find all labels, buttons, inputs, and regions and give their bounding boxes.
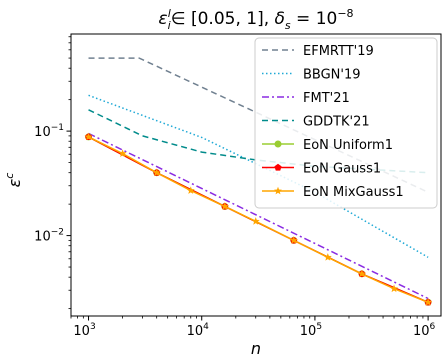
legend-item-efmrtt-19: EFMRTT'19 [262, 44, 374, 59]
legend-item-gddtk-21: GDDTK'21 [262, 115, 370, 130]
legend-item-eon-gauss1: EoN Gauss1 [262, 162, 381, 177]
legend: EFMRTT'19 BBGN'19 FMT'21 GDDTK'21 EoN Unifor… [254, 37, 438, 209]
y-label-epsilon: ε [5, 178, 24, 187]
chart-title: εil∈ [0.05, 1], δs = 10−8 [158, 7, 353, 32]
legend-item-bbgn-19: BBGN'19 [262, 68, 361, 83]
y-tick-base: 10 [34, 230, 51, 245]
data-point-eon-mixgauss1 [118, 149, 127, 157]
x-tick-label: 104 [187, 322, 210, 339]
series-line-fmt-21 [88, 132, 429, 300]
title-sub-i: i [168, 19, 171, 32]
legend-label-eon-mixgauss1: EoN MixGauss1 [303, 185, 404, 200]
x-tick-label: 103 [73, 322, 95, 339]
x-tick-base: 10 [413, 324, 430, 339]
title-epsilon: ε [158, 9, 167, 29]
series-bbgn-19 [88, 94, 429, 258]
data-point-eon-mixgauss1 [390, 284, 399, 293]
legend-label-fmt-21: FMT'21 [303, 91, 350, 106]
data-point-eon-mixgauss1 [84, 132, 93, 141]
y-tick-exp: −2 [51, 228, 64, 238]
legend-label-eon-uniform1: EoN Uniform1 [303, 138, 393, 153]
title-sub-s: s [285, 19, 291, 32]
data-point-eon-mixgauss1 [186, 186, 195, 194]
legend-label-efmrtt-19: EFMRTT'19 [303, 44, 374, 59]
title-delta: δ [275, 9, 285, 29]
x-tick-exp: 4 [203, 322, 209, 332]
data-point-eon-mixgauss1 [323, 253, 332, 261]
y-tick-base: 10 [34, 125, 51, 140]
title-range: ∈ [0.05, 1], [171, 9, 275, 29]
data-point-eon-mixgauss1 [152, 168, 161, 177]
x-tick-exp: 3 [90, 322, 96, 332]
x-axis-ticks: 103 104 105 106 [70, 316, 436, 339]
data-point-eon-mixgauss1 [251, 217, 260, 225]
data-point-eon-mixgauss1 [357, 269, 366, 278]
legend-marker-eon-mixgauss1 [274, 186, 282, 195]
y-axis-ticks: 10−210−1 [34, 36, 71, 310]
legend-item-eon-uniform1: EoN Uniform1 [262, 138, 393, 153]
y-tick-exp: −1 [51, 123, 64, 133]
data-point-eon-mixgauss1 [424, 298, 433, 306]
legend-frame [254, 37, 438, 209]
y-axis-label: εc [3, 173, 24, 188]
legend-marker-eon-gauss1 [274, 163, 282, 171]
x-axis-label: n [251, 339, 261, 358]
y-label-sup-c: c [3, 173, 16, 179]
y-tick-label: 10−1 [34, 123, 64, 140]
data-point-eon-mixgauss1 [289, 236, 298, 244]
x-tick-base: 10 [300, 324, 317, 339]
series-eon-mixgauss1 [84, 132, 433, 306]
x-tick-label: 105 [300, 322, 322, 339]
legend-label-bbgn-19: BBGN'19 [303, 68, 361, 83]
title-exp: −8 [337, 7, 353, 20]
legend-item-eon-mixgauss1: EoN MixGauss1 [262, 185, 404, 200]
x-tick-base: 10 [187, 324, 204, 339]
legend-marker-eon-uniform1 [274, 140, 282, 148]
x-tick-exp: 6 [430, 322, 436, 332]
data-point-eon-mixgauss1 [220, 202, 229, 210]
legend-item-fmt-21: FMT'21 [262, 91, 350, 106]
x-tick-base: 10 [73, 324, 90, 339]
series-fmt-21 [88, 132, 429, 300]
title-sup-l: l [168, 7, 171, 20]
legend-label-eon-gauss1: EoN Gauss1 [303, 162, 381, 177]
y-tick-label: 10−2 [34, 228, 64, 245]
legend-items: EFMRTT'19 BBGN'19 FMT'21 GDDTK'21 EoN Unifor… [262, 44, 404, 200]
x-tick-exp: 5 [316, 322, 322, 332]
x-tick-label: 106 [413, 322, 436, 339]
legend-label-gddtk-21: GDDTK'21 [303, 115, 370, 130]
series-line-bbgn-19 [88, 94, 429, 258]
title-eq: = 10 [291, 9, 338, 29]
